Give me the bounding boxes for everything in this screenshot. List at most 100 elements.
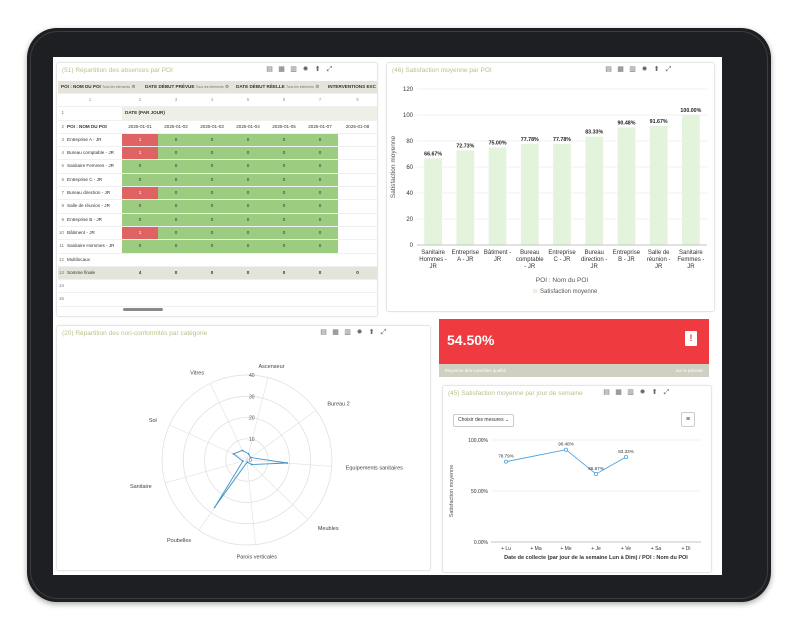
- filter-icon[interactable]: ≡: [681, 412, 695, 427]
- pin-icon[interactable]: ⬆: [651, 389, 658, 396]
- row-label[interactable]: Bureau comptable - JR: [67, 150, 114, 156]
- filter-date-prevue-label[interactable]: DATE DÉBUT PRÉVUE: [145, 84, 195, 89]
- settings-gear-icon[interactable]: ✹: [639, 389, 646, 396]
- table-cell: 0: [266, 240, 302, 253]
- filter-date-reelle-label[interactable]: DATE DÉBUT RÉELLE: [236, 84, 285, 89]
- x-tick-label: + Ma: [530, 546, 541, 552]
- y-axis-label: Satisfaction moyenne: [449, 465, 455, 518]
- table-view-icon[interactable]: ▦: [332, 329, 339, 336]
- radar-category-label: Ascenseur: [258, 364, 284, 370]
- radar-tick-label: 0: [249, 458, 252, 464]
- expand-icon[interactable]: ⤢: [663, 389, 670, 396]
- x-tick-label: Sanitaire: [679, 250, 703, 256]
- row-label[interactable]: Bureau direction - JR: [67, 190, 111, 196]
- radar-tick-label: 20: [249, 416, 255, 422]
- filter-date-prevue-settings-icon[interactable]: ⚙: [225, 84, 230, 89]
- x-tick-label: B - JR: [618, 257, 635, 263]
- chart-view-icon[interactable]: ▥: [290, 66, 297, 73]
- radar-category-label: Bureau 2: [327, 401, 349, 407]
- table-view-icon[interactable]: ▦: [615, 389, 622, 396]
- point-value-label: 78.79%: [498, 454, 514, 459]
- y-tick-label: 100: [403, 113, 414, 119]
- y-tick-label: 0.00%: [474, 540, 489, 546]
- col-number: 6: [282, 97, 286, 102]
- date-header: 2025-01-01: [128, 123, 152, 129]
- row-label[interactable]: Entreprise A - JR: [67, 136, 102, 142]
- row-label[interactable]: Entreprise C - JR: [67, 176, 103, 182]
- x-tick-label: Salle de: [648, 250, 670, 256]
- row-label[interactable]: Sanitaire Femmes - JR: [67, 163, 114, 169]
- data-point: [504, 459, 509, 464]
- pin-icon[interactable]: ⬆: [314, 66, 321, 73]
- table-cell: 0: [302, 173, 338, 187]
- chart-view-icon[interactable]: ▥: [629, 66, 636, 73]
- kpi-value: 54.50%: [447, 332, 495, 348]
- radar-category-label: Sanitaire: [130, 484, 152, 490]
- date-group-label[interactable]: DATE (PAR JOUR): [122, 107, 205, 120]
- filter-poi-settings-icon[interactable]: ⚙: [131, 84, 136, 89]
- x-tick-label: Hommes -: [419, 257, 447, 263]
- bar-value-label: 77.78%: [521, 137, 539, 143]
- date-header: 2025-01-07: [308, 123, 332, 129]
- x-tick-label: + Je: [591, 546, 601, 552]
- table-row: 3 Entreprise A - JR 1 0 0 0 0 0: [58, 133, 377, 148]
- table-cell: [338, 240, 377, 252]
- table-cell: [230, 254, 266, 266]
- radar-category-label: Parois verticales: [237, 555, 278, 561]
- row-header-label[interactable]: POI : NOM DU POI: [67, 123, 107, 129]
- filter-interventions-label[interactable]: INTERVENTIONS EXC: [328, 84, 376, 89]
- row-label[interactable]: Salle de réunion - JR: [67, 203, 110, 209]
- radar-tick-label: 40: [249, 373, 255, 379]
- export-excel-icon[interactable]: ▤: [266, 66, 273, 73]
- table-view-icon[interactable]: ▦: [278, 66, 285, 73]
- row-label[interactable]: Entreprise B - JR: [67, 216, 102, 222]
- col-number: 2: [138, 97, 142, 102]
- export-excel-icon[interactable]: ▤: [605, 66, 612, 73]
- legend-label: Satisfaction moyenne: [540, 289, 598, 295]
- table-cell: 0: [266, 226, 302, 240]
- choose-measures-label: Choisir des mesures: [458, 417, 504, 423]
- col-number: 4: [210, 97, 214, 102]
- radar-category-label: Equipements sanitaires: [346, 465, 403, 471]
- bar: [585, 136, 604, 245]
- table-cell: 0: [230, 213, 266, 226]
- bar-value-label: 75.00%: [489, 141, 507, 147]
- table-view-icon[interactable]: ▦: [617, 66, 624, 73]
- expand-icon[interactable]: ⤢: [665, 66, 672, 73]
- export-excel-icon[interactable]: ▤: [603, 389, 610, 396]
- table-cell: [338, 187, 377, 199]
- row-label[interactable]: Sanitaire Hommes - JR: [67, 243, 115, 249]
- filter-date-reelle-settings-icon[interactable]: ⚙: [315, 84, 320, 89]
- pin-icon[interactable]: ⬆: [368, 329, 375, 336]
- settings-gear-icon[interactable]: ✹: [641, 66, 648, 73]
- total-cell: 0: [210, 269, 214, 275]
- point-value-label: 90.48%: [558, 442, 574, 447]
- chart-view-icon[interactable]: ▥: [344, 329, 351, 336]
- y-tick-label: 20: [406, 217, 413, 223]
- row-label[interactable]: Multilocaux: [67, 256, 90, 262]
- table-cell: 1: [122, 187, 158, 200]
- table-row: 6 Entreprise C - JR 0 0 0 0 0 0: [58, 173, 377, 188]
- horizontal-scrollbar[interactable]: [123, 308, 163, 311]
- expand-icon[interactable]: ⤢: [326, 66, 333, 73]
- bar-value-label: 90.48%: [617, 120, 635, 126]
- y-tick-label: 0: [410, 243, 414, 249]
- chart-view-icon[interactable]: ▥: [627, 389, 634, 396]
- export-excel-icon[interactable]: ▤: [320, 329, 327, 336]
- dashboard-screen: (51) Répartition des absences par POI ▤ …: [53, 57, 722, 575]
- settings-gear-icon[interactable]: ✹: [356, 329, 363, 336]
- pin-icon[interactable]: ⬆: [653, 66, 660, 73]
- filter-poi-label[interactable]: POI : NOM DU POI: [61, 84, 101, 89]
- table-cell: 0: [194, 226, 230, 240]
- table-cell: 0: [194, 200, 230, 213]
- table-cell: 0: [122, 200, 158, 213]
- absences-toolbar: ▤ ▦ ▥ ✹ ⬆ ⤢: [266, 66, 333, 73]
- bar: [617, 127, 636, 245]
- settings-gear-icon[interactable]: ✹: [302, 66, 309, 73]
- data-point: [623, 455, 628, 460]
- table-row: 9 Entreprise B - JR 0 0 0 0 0 0: [58, 213, 377, 227]
- row-label[interactable]: Bâtiment - JR: [67, 229, 95, 235]
- choose-measures-button[interactable]: Choisir des mesures ⌄: [453, 414, 515, 427]
- table-cell: 1: [122, 147, 158, 160]
- expand-icon[interactable]: ⤢: [380, 329, 387, 336]
